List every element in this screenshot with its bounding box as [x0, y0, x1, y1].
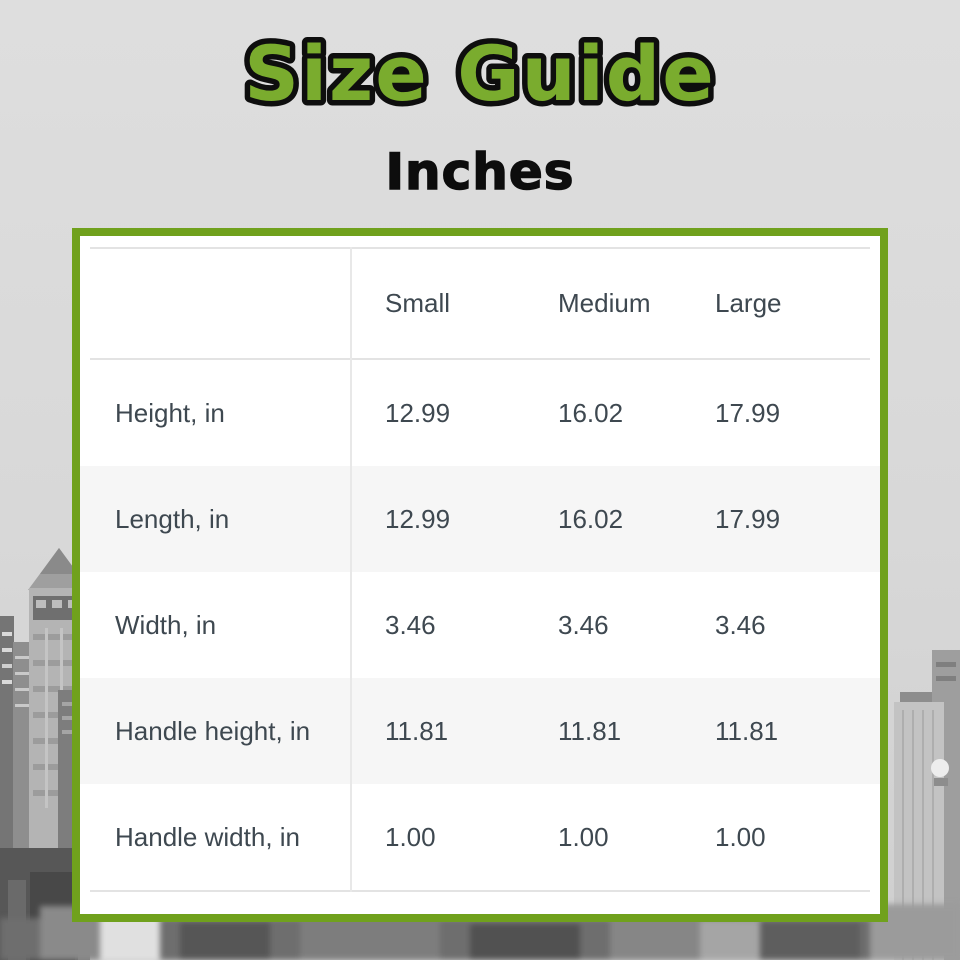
size-table-card: Small Medium Large Height, in 12.99 16.0… [72, 228, 888, 922]
page-title: Size Guide [244, 29, 716, 118]
table-row: Width, in 3.46 3.46 3.46 [80, 572, 880, 678]
cell-value: 11.81 [385, 715, 449, 746]
column-header-large: Large [715, 288, 782, 318]
table-row: Height, in 12.99 16.02 17.99 [80, 360, 880, 466]
row-label: Width, in [115, 609, 217, 640]
table-bottom-border [90, 890, 870, 892]
cell-value: 12.99 [385, 397, 451, 428]
cell-value: 16.02 [558, 503, 624, 534]
cell-value: 3.46 [715, 609, 766, 640]
cell-value: 12.99 [385, 503, 451, 534]
cell-value: 1.00 [558, 821, 609, 852]
table-row: Length, in 12.99 16.02 17.99 [80, 466, 880, 572]
units-subtitle: Inches [385, 142, 575, 202]
row-label: Handle width, in [115, 821, 300, 852]
table-row: Handle height, in 11.81 11.81 11.81 [80, 678, 880, 784]
cell-value: 1.00 [715, 821, 766, 852]
cell-value: 17.99 [715, 397, 781, 428]
cell-value: 1.00 [385, 821, 436, 852]
cell-value: 11.81 [558, 715, 622, 746]
row-label: Length, in [115, 503, 230, 534]
cell-value: 11.81 [715, 715, 779, 746]
column-divider [350, 247, 352, 892]
cell-value: 17.99 [715, 503, 781, 534]
cell-value: 3.46 [385, 609, 436, 640]
row-label: Height, in [115, 397, 225, 428]
table-top-border [90, 247, 870, 249]
header-bottom-border [90, 358, 870, 360]
table-row: Handle width, in 1.00 1.00 1.00 [80, 784, 880, 890]
table-header-row: Small Medium Large [80, 249, 880, 358]
column-header-medium: Medium [558, 288, 651, 318]
title-banner: Size Guide [239, 24, 720, 124]
cell-value: 16.02 [558, 397, 624, 428]
cell-value: 3.46 [558, 609, 609, 640]
row-label: Handle height, in [115, 715, 311, 746]
size-table: Small Medium Large Height, in 12.99 16.0… [80, 236, 880, 914]
column-header-small: Small [385, 288, 451, 318]
